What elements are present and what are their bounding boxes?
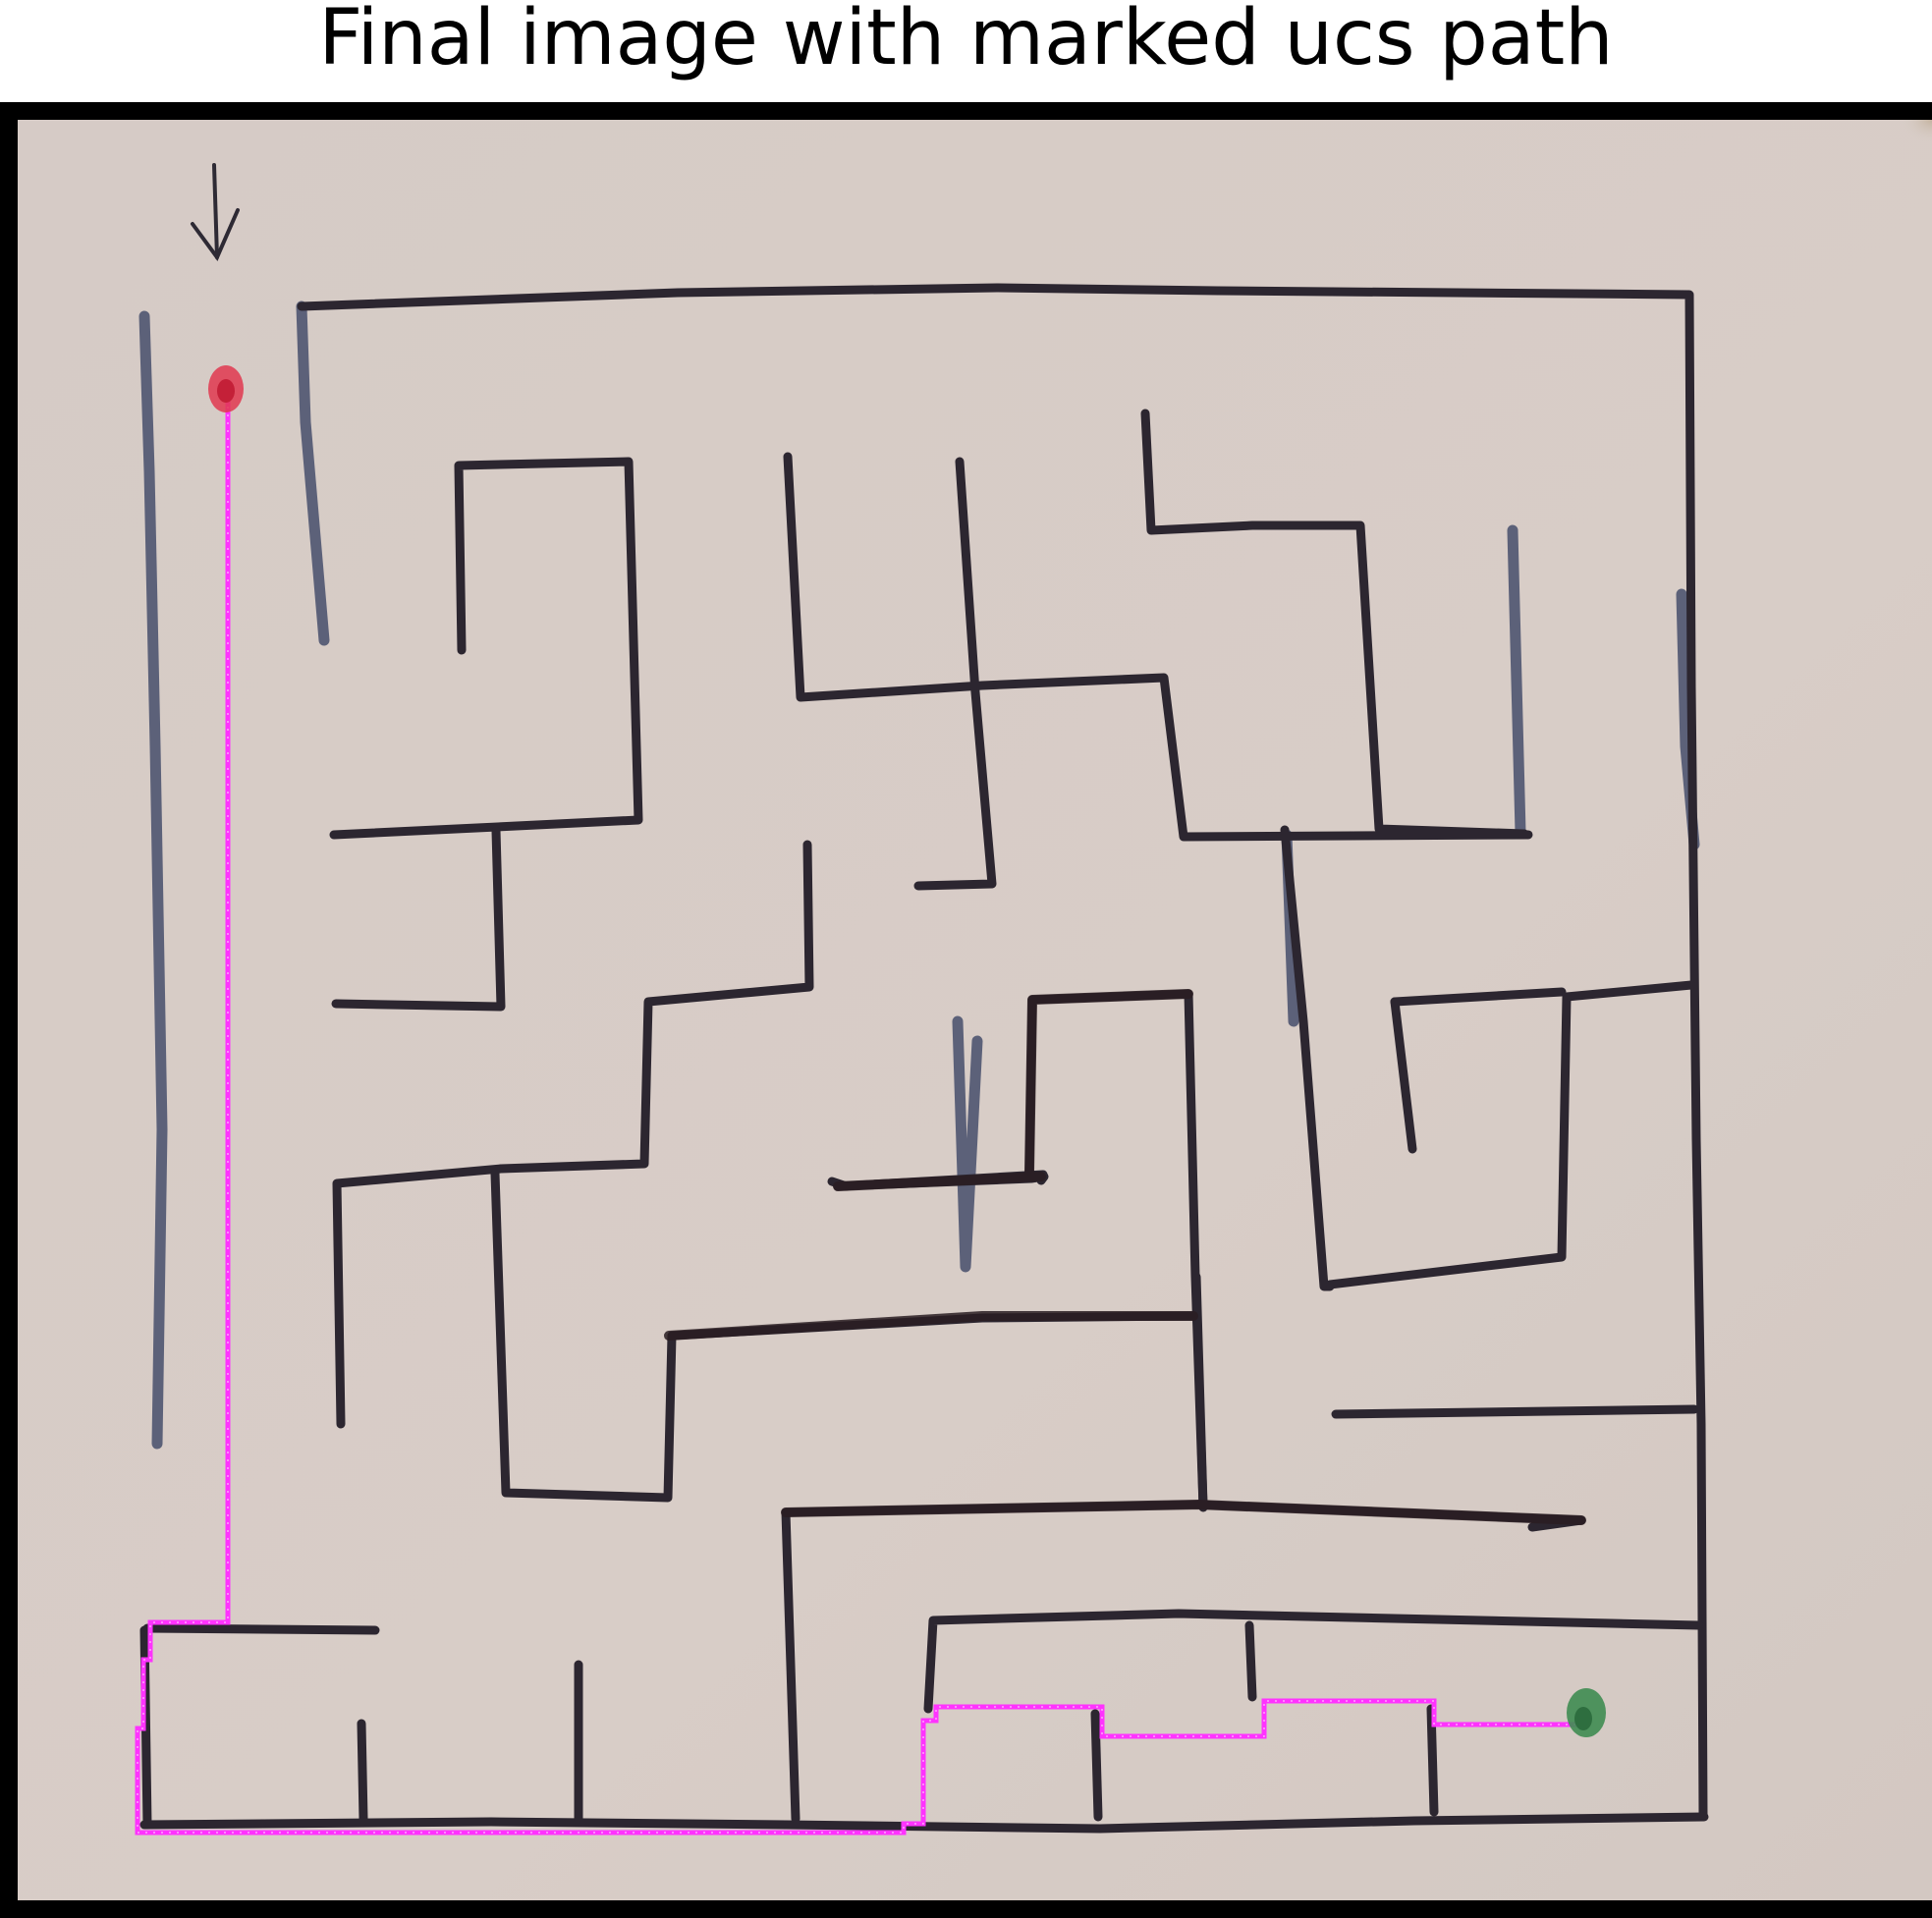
paper-corner-shadow — [1670, 120, 1932, 316]
ucs-path-texture — [137, 391, 1581, 1834]
goal-marker — [1567, 1688, 1606, 1737]
image-frame — [0, 102, 1932, 1918]
maze-walls-ink — [139, 283, 1709, 1834]
start-arrow-icon — [191, 163, 240, 261]
maze-photo — [18, 120, 1932, 1900]
maze-walls-ink-dark — [664, 989, 1586, 1525]
figure-title: Final image with marked ucs path — [318, 0, 1614, 82]
paper-background — [18, 120, 1932, 1900]
start-marker — [208, 365, 244, 412]
